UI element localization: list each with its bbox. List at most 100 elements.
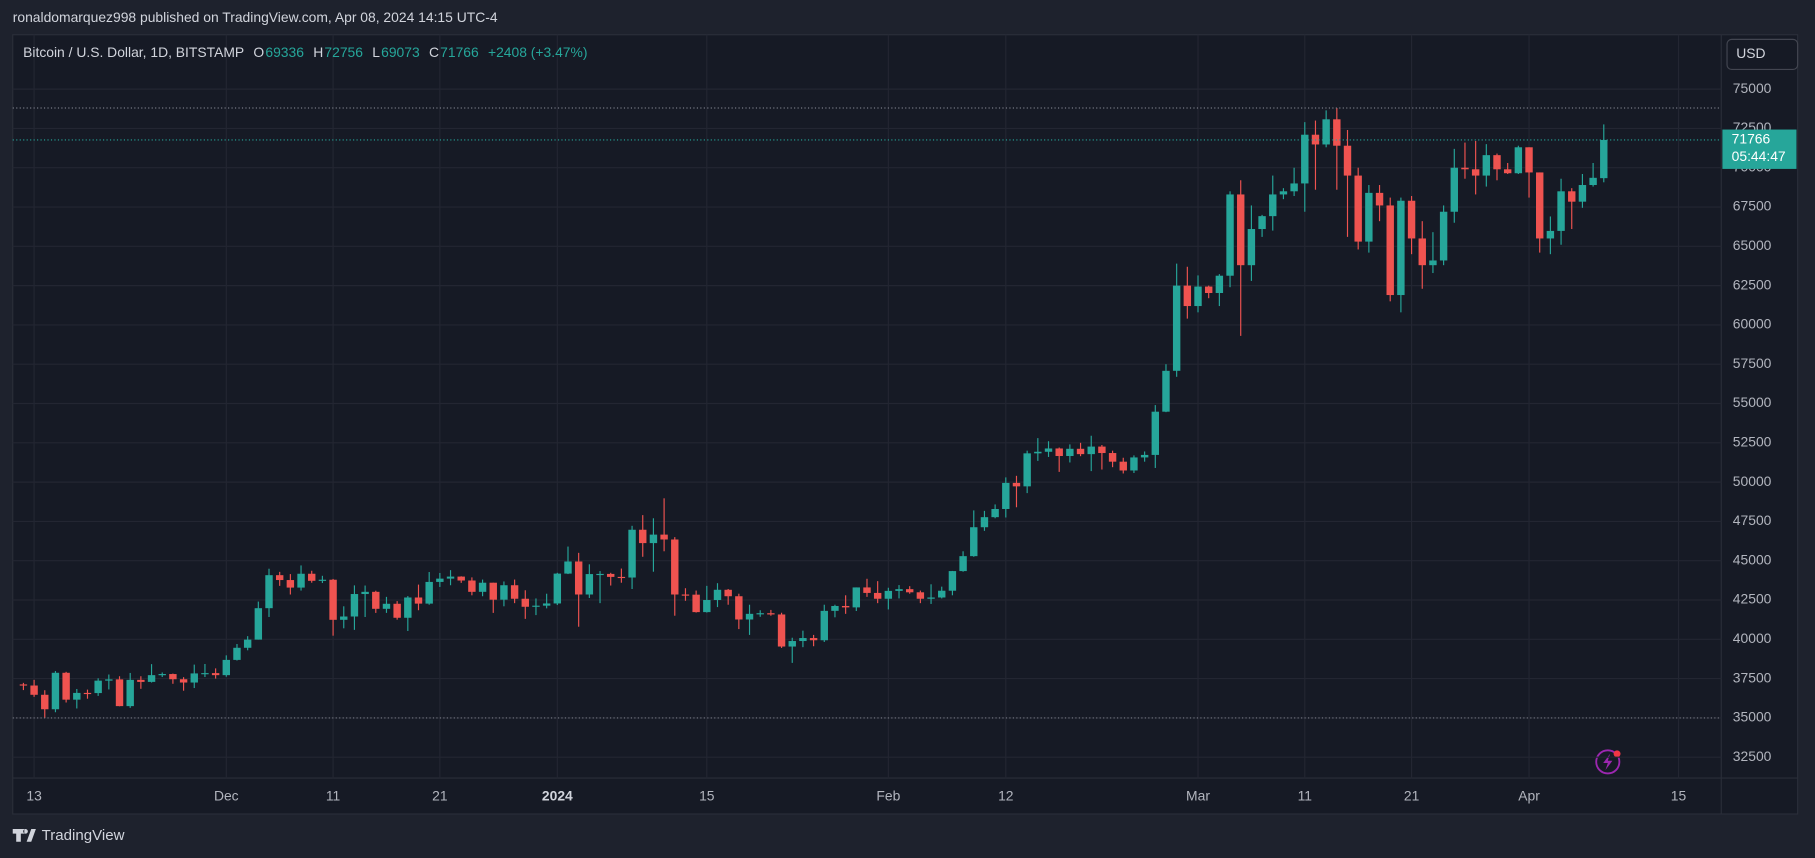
candle-body <box>1386 205 1394 296</box>
candle-body <box>1172 285 1181 371</box>
candle-body <box>713 589 722 601</box>
y-tick-label: 35000 <box>1733 709 1772 725</box>
candle-body <box>286 580 295 588</box>
x-tick-label: 11 <box>326 787 341 803</box>
candle-body <box>190 673 198 683</box>
candle-body <box>649 534 658 544</box>
candle-body <box>318 579 327 581</box>
candle-body <box>1557 191 1565 231</box>
candle-body <box>905 589 914 593</box>
candle-body <box>553 573 562 604</box>
candle-body <box>1034 451 1042 454</box>
x-tick-label: Dec <box>214 787 239 803</box>
candle-body <box>1226 194 1234 276</box>
x-tick-label: 13 <box>26 787 42 803</box>
candle-body <box>671 539 679 595</box>
candle-body <box>639 529 647 544</box>
candle-body <box>1066 448 1074 457</box>
y-tick-label: 50000 <box>1733 473 1772 489</box>
alert-dot <box>1613 750 1621 758</box>
candle-body <box>788 641 796 647</box>
y-tick-label: 67500 <box>1733 198 1772 214</box>
last-price-label: 71766 <box>1732 131 1771 147</box>
candle-body <box>19 684 28 686</box>
candle-body <box>382 603 391 609</box>
candle-body <box>1002 482 1010 509</box>
alert-icon[interactable] <box>1595 749 1621 775</box>
currency-label[interactable]: USD <box>1736 45 1765 61</box>
candle-body <box>468 580 476 592</box>
candle-body <box>1333 119 1341 146</box>
legend-key: L <box>372 44 380 60</box>
legend-value: 69073 <box>381 44 420 60</box>
candle-body <box>500 585 508 600</box>
candle-body <box>1012 482 1021 487</box>
candle-body <box>1493 155 1501 170</box>
candle-body <box>1108 453 1117 462</box>
candle-body <box>660 534 668 540</box>
candle-body <box>1279 191 1288 195</box>
y-tick-label: 60000 <box>1733 316 1772 332</box>
candle-body <box>147 675 156 682</box>
candle-body <box>777 614 786 647</box>
currency-button[interactable] <box>1726 38 1799 71</box>
candle-body <box>201 673 209 675</box>
candle-body <box>927 597 935 599</box>
candle-body <box>1130 457 1138 471</box>
candle-body <box>1322 119 1330 145</box>
legend-value: 71766 <box>440 44 479 60</box>
candle-body <box>1503 169 1512 174</box>
candle-body <box>126 679 134 707</box>
legend-title: Bitcoin / U.S. Dollar, 1D, BITSTAMP <box>23 44 244 60</box>
candle-body <box>1450 167 1458 212</box>
candle-body <box>243 639 252 648</box>
legend-value: 69336 <box>265 44 304 60</box>
candle-body <box>1375 192 1384 206</box>
candle-body <box>62 672 70 700</box>
candle-body <box>1044 448 1053 452</box>
candle-body <box>137 679 145 682</box>
candle-body <box>617 576 626 579</box>
legend-key: H <box>313 44 323 60</box>
x-tick-label: 15 <box>1671 787 1687 803</box>
candle-body <box>532 605 540 607</box>
x-tick-label: Apr <box>1518 787 1540 803</box>
tv-logo <box>12 829 36 842</box>
candle-body <box>841 605 850 608</box>
candle-body <box>1354 175 1362 242</box>
candle-body <box>105 679 113 681</box>
y-tick-label: 75000 <box>1733 80 1772 96</box>
candle-body <box>873 592 882 599</box>
y-tick-label: 42500 <box>1733 591 1772 607</box>
candle-body <box>959 556 967 572</box>
candle-body <box>1429 260 1437 266</box>
candle-body <box>1471 169 1480 176</box>
candle-body <box>970 527 978 557</box>
last-price-box <box>1722 129 1797 169</box>
candle-body <box>1525 147 1533 173</box>
candle-body <box>1204 286 1213 294</box>
x-tick-label: 12 <box>998 787 1014 803</box>
candle-body <box>1151 411 1160 455</box>
candle-body <box>948 571 957 591</box>
legend-change: +2408 (+3.47%) <box>488 44 587 60</box>
candle-body <box>425 581 433 604</box>
candle-body <box>831 605 839 611</box>
candle-body <box>735 596 743 620</box>
legend-value: 72756 <box>324 44 363 60</box>
candle-body <box>1023 453 1031 487</box>
candle-body <box>884 590 893 599</box>
candle-body <box>1461 167 1469 170</box>
candle-body <box>916 592 925 599</box>
y-tick-label: 40000 <box>1733 630 1772 646</box>
candle-body <box>393 603 401 618</box>
candle-body <box>564 561 572 574</box>
candle-body <box>542 603 551 606</box>
candle-body <box>436 578 444 582</box>
candle-body <box>1215 275 1224 294</box>
legend-key: C <box>429 44 439 60</box>
candle-body <box>1301 134 1309 184</box>
candle-body <box>938 590 946 598</box>
candle-body <box>94 680 102 694</box>
